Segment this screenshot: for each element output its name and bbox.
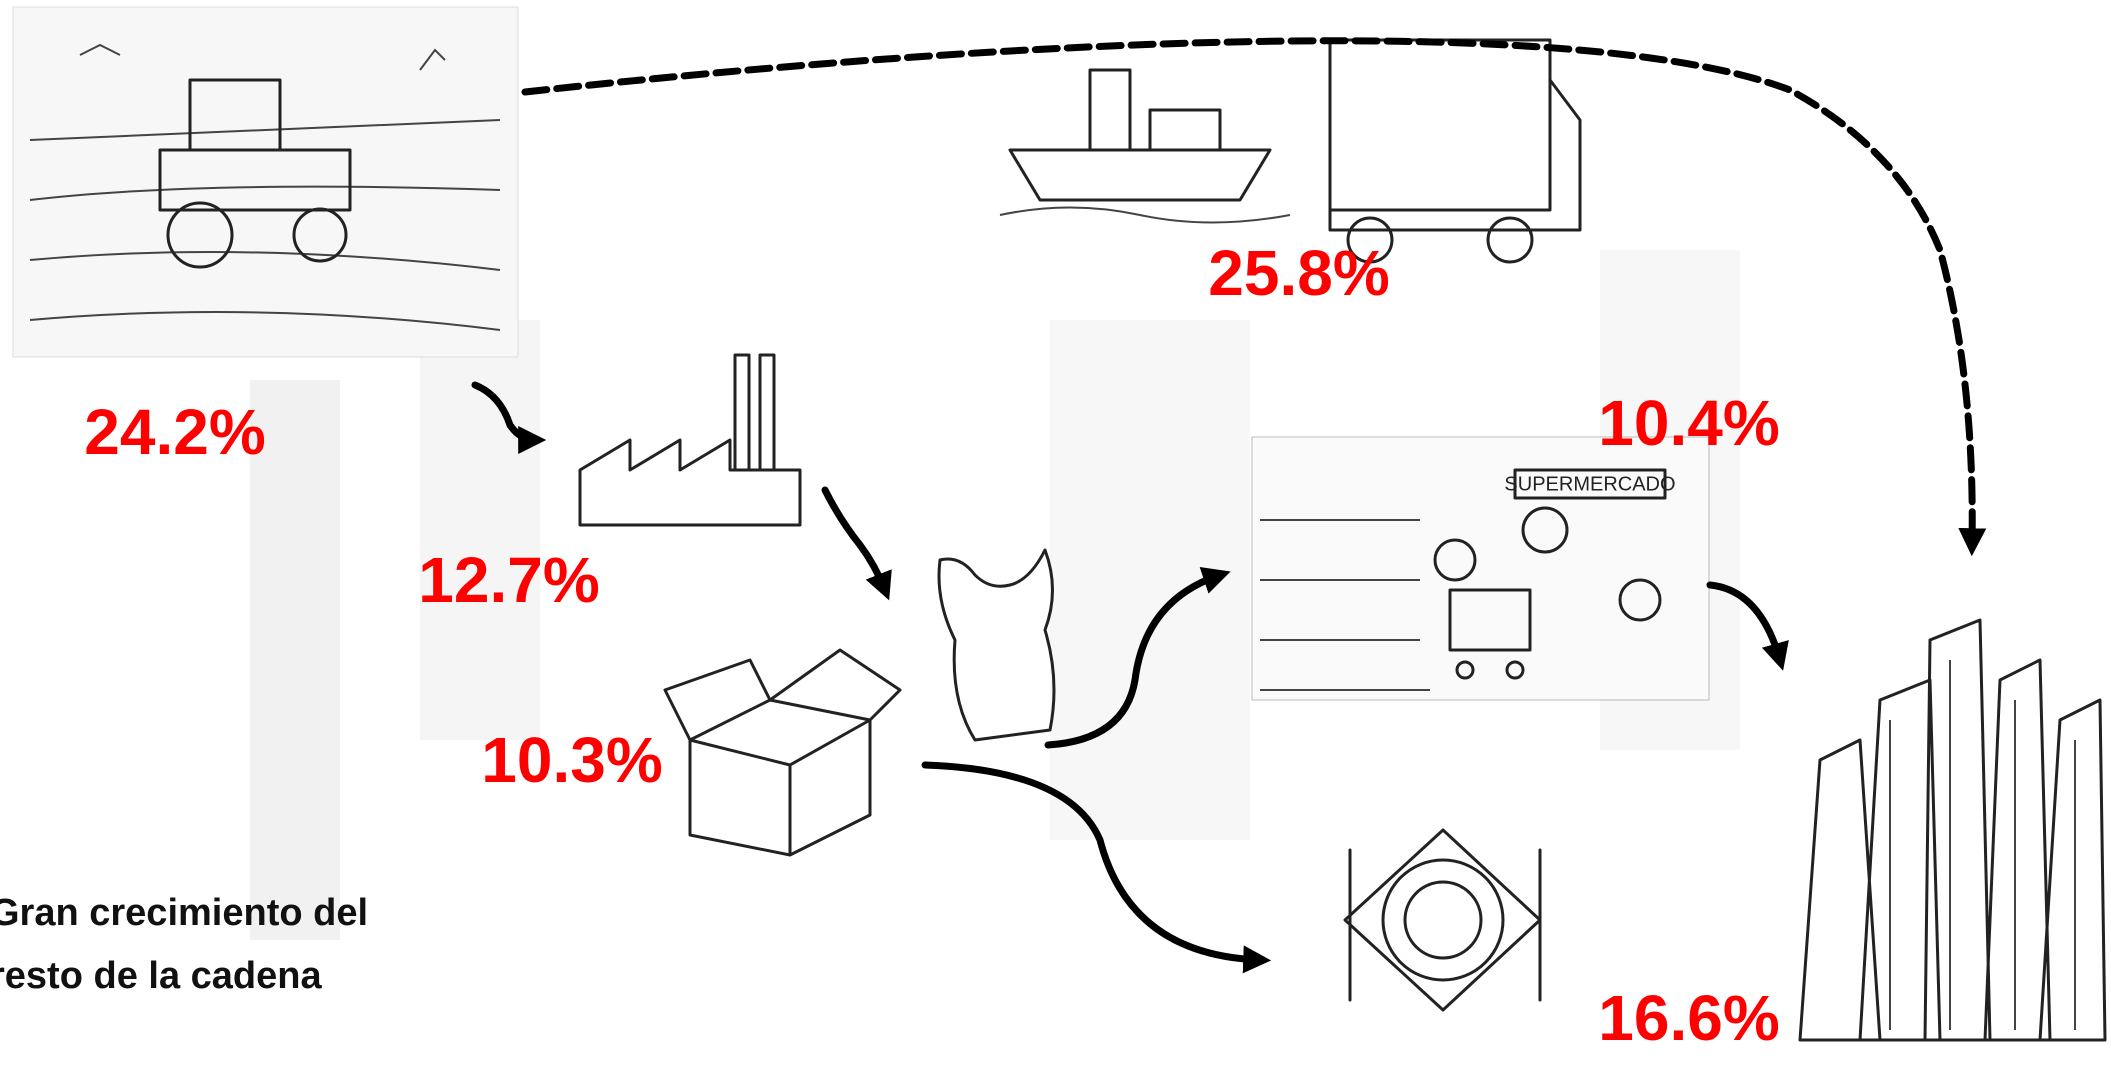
arrow xyxy=(1706,581,1789,671)
restaurant-illustration xyxy=(1343,828,1542,1012)
arrow xyxy=(821,486,892,601)
factory-illustration xyxy=(578,353,802,527)
dashed-arrow xyxy=(521,37,1987,557)
supermarket-illustration: SUPERMERCADO xyxy=(1251,436,1710,701)
percentage-label: 10.4% xyxy=(1598,387,1779,459)
percentage-label: 12.7% xyxy=(418,544,599,616)
arrow xyxy=(921,761,1272,974)
caption-line: Gran crecimiento del xyxy=(0,892,368,934)
percentage-label: 24.2% xyxy=(84,396,265,468)
percentage-label: 10.3% xyxy=(481,724,662,796)
supermarket-sign: SUPERMERCADO xyxy=(1504,473,1675,495)
box-illustration xyxy=(663,648,902,857)
bag-illustration xyxy=(937,548,1056,742)
arrow xyxy=(471,381,547,454)
farm-illustration xyxy=(12,6,519,358)
percentage-label: 25.8% xyxy=(1208,237,1389,309)
caption-line: resto de la cadena xyxy=(0,955,322,997)
transport-illustration xyxy=(999,38,1582,264)
arrow xyxy=(1044,567,1231,749)
percentage-label: 16.6% xyxy=(1598,982,1779,1054)
city-illustration xyxy=(1798,618,2107,1042)
flow-arrows xyxy=(471,37,1987,974)
